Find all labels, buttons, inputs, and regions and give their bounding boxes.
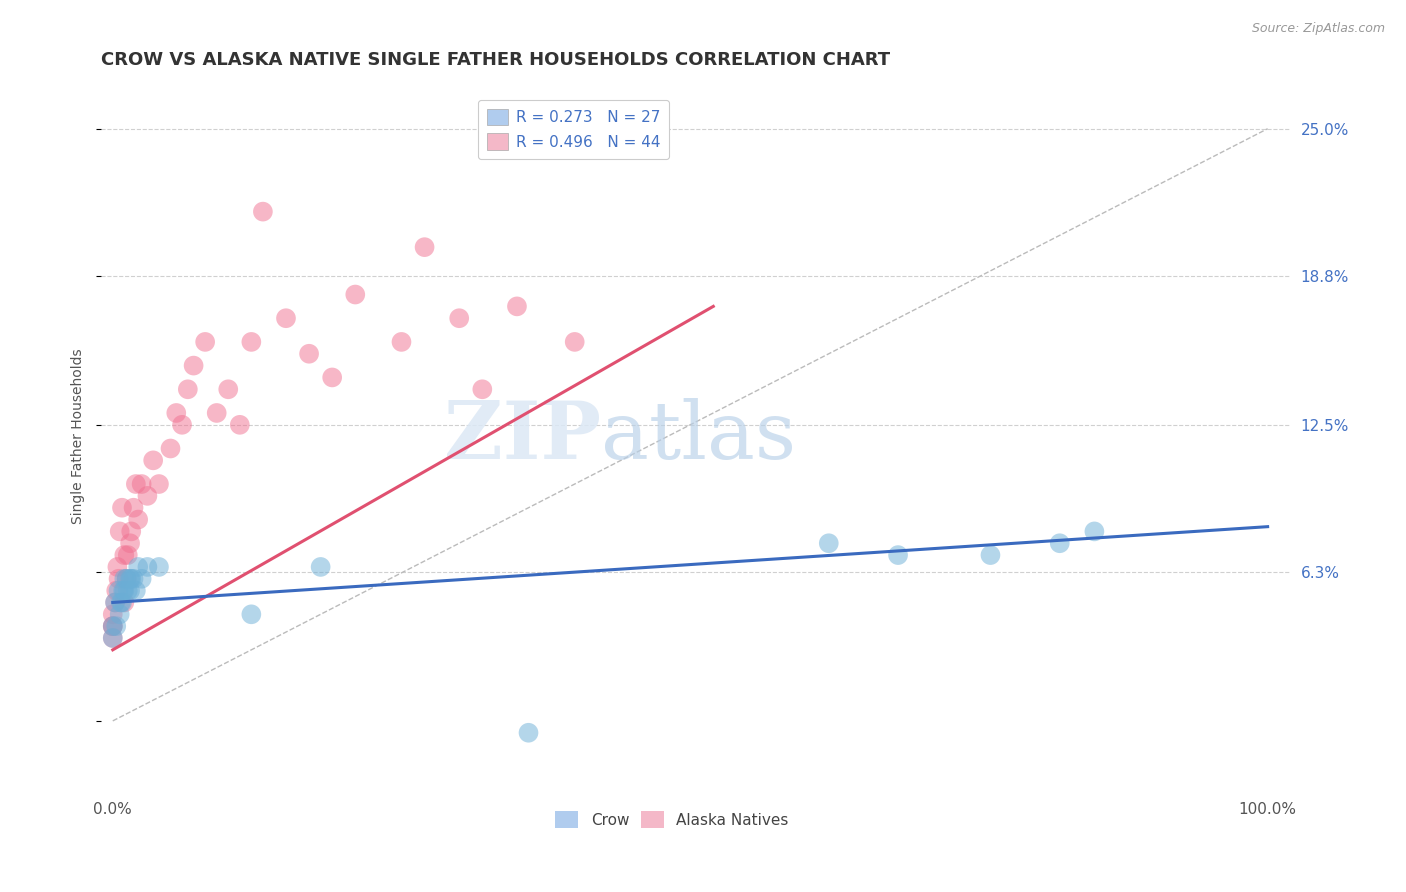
Point (344, 287, 367, 301)
Point (979, 548, 1001, 562)
Point (183, 359, 205, 373)
Point (131, 477, 153, 491)
Point (136, 560, 159, 574)
Point (1049, 536, 1071, 550)
Point (240, 607, 263, 622)
Point (159, 442, 181, 456)
Point (517, 725, 540, 739)
Point (120, 572, 142, 586)
Point (105, 619, 128, 633)
Point (110, 595, 132, 609)
Point (108, 524, 131, 539)
Y-axis label: Single Father Households: Single Father Households (72, 349, 86, 524)
Point (120, 524, 142, 539)
Point (229, 417, 252, 432)
Point (148, 477, 170, 491)
Point (165, 406, 187, 420)
Point (101, 619, 124, 633)
Point (112, 583, 135, 598)
Point (564, 334, 586, 349)
Text: Source: ZipAtlas.com: Source: ZipAtlas.com (1251, 22, 1385, 36)
Point (122, 572, 145, 586)
Point (240, 334, 263, 349)
Point (506, 299, 529, 313)
Point (107, 583, 129, 598)
Point (120, 536, 142, 550)
Point (142, 453, 165, 467)
Point (122, 500, 145, 515)
Point (136, 489, 159, 503)
Point (274, 311, 297, 326)
Point (120, 572, 142, 586)
Text: ZIP: ZIP (444, 398, 600, 475)
Point (101, 631, 124, 645)
Point (321, 370, 343, 384)
Text: CROW VS ALASKA NATIVE SINGLE FATHER HOUSEHOLDS CORRELATION CHART: CROW VS ALASKA NATIVE SINGLE FATHER HOUS… (101, 51, 890, 69)
Point (111, 595, 134, 609)
Point (449, 311, 471, 326)
Point (111, 500, 134, 515)
Point (120, 583, 142, 598)
Legend: Crow, Alaska Natives: Crow, Alaska Natives (550, 805, 794, 834)
Point (309, 560, 332, 574)
Point (127, 560, 149, 574)
Point (205, 406, 228, 420)
Point (1083, 524, 1105, 539)
Point (117, 583, 139, 598)
Point (817, 536, 839, 550)
Point (105, 583, 128, 598)
Point (127, 512, 149, 526)
Point (413, 240, 436, 254)
Point (101, 619, 124, 633)
Point (105, 560, 128, 574)
Point (112, 595, 135, 609)
Point (107, 572, 129, 586)
Point (125, 477, 148, 491)
Point (101, 631, 124, 645)
Point (115, 572, 138, 586)
Point (217, 382, 239, 396)
Point (115, 572, 138, 586)
Point (112, 572, 135, 586)
Text: atlas: atlas (600, 398, 796, 475)
Point (471, 382, 494, 396)
Point (125, 583, 148, 598)
Point (177, 382, 200, 396)
Point (131, 572, 153, 586)
Point (252, 204, 274, 219)
Point (117, 548, 139, 562)
Point (104, 595, 127, 609)
Point (101, 607, 124, 622)
Point (170, 417, 193, 432)
Point (101, 619, 124, 633)
Point (194, 334, 217, 349)
Point (887, 548, 910, 562)
Point (108, 607, 131, 622)
Point (112, 583, 135, 598)
Point (112, 548, 135, 562)
Point (391, 334, 413, 349)
Point (298, 347, 321, 361)
Point (148, 560, 170, 574)
Point (104, 595, 127, 609)
